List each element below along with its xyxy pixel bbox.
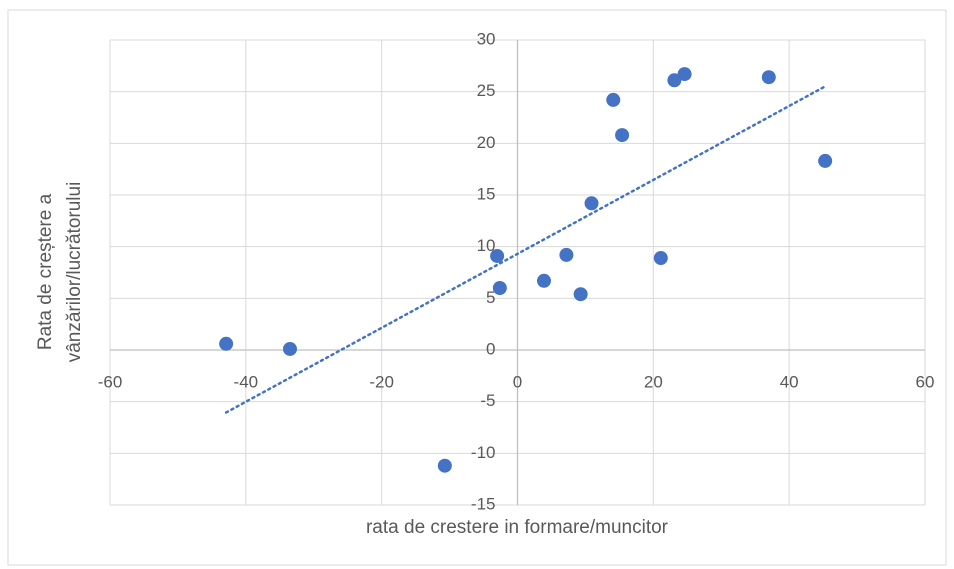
y-tick-label: -15 (471, 494, 496, 513)
x-tick-label: -60 (98, 372, 123, 391)
point (606, 92, 621, 107)
x-tick-label: 20 (644, 372, 663, 391)
x-tick-label: -40 (234, 372, 259, 391)
y-tick-label: 0 (486, 339, 495, 358)
x-tick-label: -20 (369, 372, 394, 391)
y-tick-label: -5 (480, 391, 495, 410)
y-tick-label: 20 (477, 133, 496, 152)
point (584, 196, 599, 211)
point (573, 287, 588, 302)
point (761, 70, 776, 85)
point (219, 336, 234, 351)
point (536, 273, 551, 288)
point (818, 153, 833, 168)
x-tick-label: 40 (780, 372, 799, 391)
point (653, 251, 668, 266)
trendline (224, 85, 827, 414)
x-tick-label: 0 (513, 372, 522, 391)
point (282, 341, 297, 356)
point (677, 67, 692, 82)
point (615, 128, 630, 143)
point (437, 458, 452, 473)
x-tick-label: 60 (916, 372, 935, 391)
y-tick-label: 25 (477, 81, 496, 100)
y-axis-title: Rata de creștere a (35, 193, 56, 350)
x-axis-title: rata de crestere in formare/muncitor (366, 517, 669, 538)
y-tick-label: -10 (471, 443, 496, 462)
y-tick-label: 5 (486, 288, 495, 307)
y-tick-label: 30 (477, 29, 496, 48)
point (559, 247, 574, 262)
y-axis-title: vânzărilor/lucrătorului (64, 182, 85, 363)
point (492, 281, 507, 295)
y-tick-label: 15 (477, 184, 496, 203)
point (490, 248, 505, 263)
point (667, 73, 682, 88)
y-tick-label: 10 (477, 236, 496, 255)
